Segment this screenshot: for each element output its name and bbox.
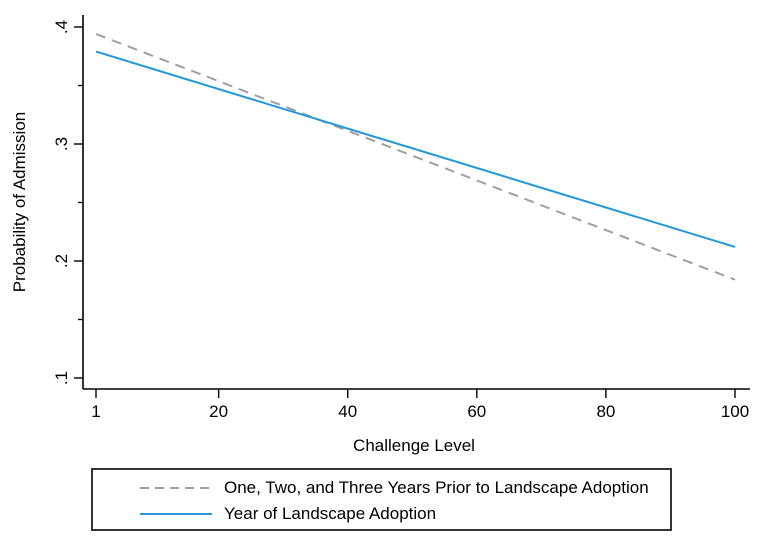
y-tick-label: .4 <box>52 20 71 34</box>
x-tick-label: 60 <box>467 402 486 421</box>
y-tick-label: .2 <box>52 254 71 268</box>
legend-line-dashed <box>140 487 212 489</box>
legend-line-solid <box>140 513 212 515</box>
legend-label-adoption-year: Year of Landscape Adoption <box>224 504 437 523</box>
series-line-dashed <box>95 33 736 281</box>
y-tick-label: .3 <box>52 137 71 151</box>
x-tick-label: 100 <box>721 402 749 421</box>
legend-entry-adoption-year: Year of Landscape Adoption <box>140 501 670 527</box>
x-tick-label: 40 <box>338 402 357 421</box>
y-axis-title: Probability of Admission <box>10 111 29 293</box>
legend-entry-prior-years: One, Two, and Three Years Prior to Lands… <box>140 475 670 501</box>
legend-label-prior-years: One, Two, and Three Years Prior to Lands… <box>224 478 649 497</box>
x-axis-title: Challenge Level <box>353 436 475 455</box>
legend: One, Two, and Three Years Prior to Lands… <box>91 468 672 531</box>
x-tick-label: 80 <box>596 402 615 421</box>
x-tick-label: 1 <box>91 402 100 421</box>
series-line-solid <box>95 50 736 248</box>
x-tick-label: 20 <box>209 402 228 421</box>
y-tick-label: .1 <box>52 371 71 385</box>
